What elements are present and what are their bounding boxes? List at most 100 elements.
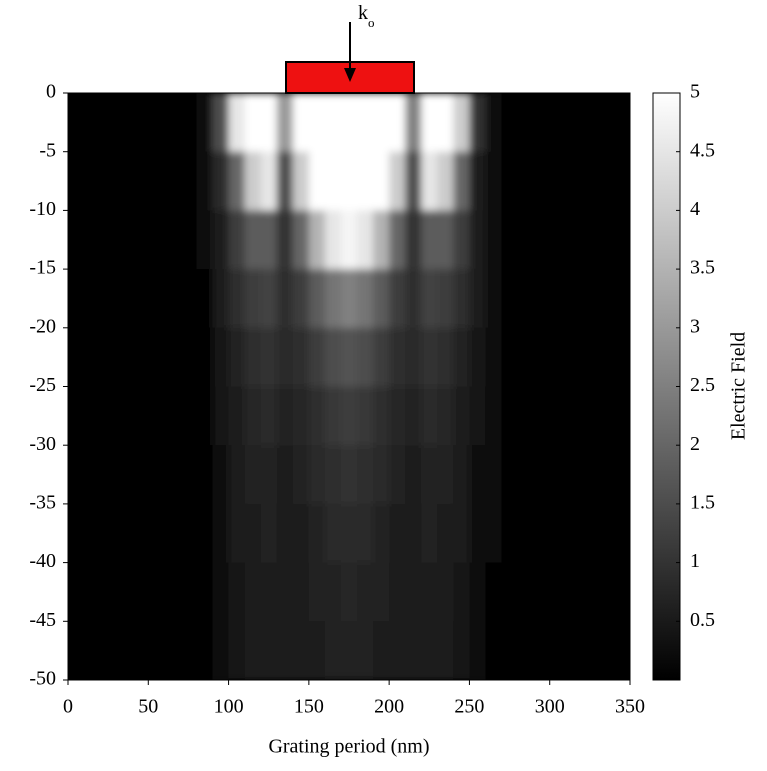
heatmap-cell — [613, 327, 630, 387]
heatmap-cell — [373, 503, 390, 564]
heatmap-cell — [100, 386, 117, 446]
heatmap-cell — [228, 93, 246, 153]
heatmap-cell — [389, 445, 406, 505]
heatmap-cell — [148, 621, 165, 680]
heatmap-cell — [324, 327, 342, 387]
heatmap-cell — [100, 151, 117, 211]
heatmap-cell — [469, 151, 486, 211]
heatmap-cell — [324, 269, 342, 329]
heatmap-cell — [100, 210, 117, 270]
heatmap-cell — [357, 445, 374, 505]
heatmap-cell — [613, 269, 630, 329]
heatmap-cell — [581, 151, 599, 211]
heatmap-cell — [100, 503, 117, 564]
colorbar-tick-label: 4.5 — [690, 139, 715, 161]
heatmap-cell — [501, 445, 519, 505]
heatmap-cell — [469, 621, 486, 680]
heatmap-cell — [276, 210, 294, 270]
heatmap-cell — [180, 210, 197, 270]
heatmap-cell — [469, 386, 486, 446]
heatmap-cell — [68, 269, 85, 329]
heatmap-cell — [148, 327, 165, 387]
heatmap-cell — [597, 210, 615, 270]
heatmap-cell — [212, 386, 230, 446]
heatmap-cell — [453, 327, 470, 387]
heatmap-cell — [405, 269, 422, 329]
heatmap-cell — [100, 93, 117, 153]
heatmap-cell — [421, 621, 438, 680]
heatmap-cell — [196, 151, 214, 211]
heatmap-cell — [517, 503, 535, 564]
heatmap-cell — [373, 621, 390, 680]
heatmap-cell — [116, 210, 133, 270]
heatmap-cell — [373, 445, 390, 505]
colorbar-tick-label: 0.5 — [690, 609, 715, 631]
heatmap-cell — [100, 621, 117, 680]
heatmap-cell — [308, 327, 326, 387]
heatmap-cell — [292, 327, 310, 387]
heatmap-cell — [116, 621, 133, 680]
heatmap-cell — [597, 503, 615, 564]
heatmap-cell — [389, 93, 406, 153]
annotation-subscript: o — [368, 15, 375, 30]
annotation: ko — [358, 2, 375, 30]
heatmap-cell — [340, 327, 358, 387]
heatmap-cell — [228, 210, 246, 270]
heatmap-cell — [469, 445, 486, 505]
heatmap-cell — [469, 93, 486, 153]
heatmap-cell — [244, 151, 262, 211]
heatmap-cell — [549, 621, 567, 680]
heatmap-cell — [196, 93, 214, 153]
heatmap-cell — [533, 503, 551, 564]
heatmap-cell — [68, 621, 85, 680]
heatmap-cell — [292, 210, 310, 270]
heatmap-cell — [308, 93, 326, 153]
heatmap-cell — [389, 503, 406, 564]
heatmap-cell — [517, 386, 535, 446]
heatmap-cell — [228, 327, 246, 387]
heatmap-cell — [357, 269, 374, 329]
heatmap-cell — [533, 151, 551, 211]
heatmap-cell — [68, 386, 85, 446]
heatmap-cell — [485, 93, 503, 153]
heatmap-cell — [292, 503, 310, 564]
heatmap-cell — [389, 386, 406, 446]
heatmap-cell — [68, 327, 85, 387]
heatmap-cell — [308, 210, 326, 270]
heatmap-cell — [100, 327, 117, 387]
heatmap-cell — [485, 445, 503, 505]
heatmap-cell — [212, 93, 230, 153]
heatmap-cell — [100, 562, 117, 622]
heatmap-cell — [597, 562, 615, 622]
heatmap-cell — [132, 151, 149, 211]
y-tick-label: -20 — [29, 315, 56, 337]
heatmap-cell — [164, 327, 181, 387]
colorbar-tick-label: 2.5 — [690, 374, 715, 396]
heatmap-cell — [549, 210, 567, 270]
heatmap-cell — [517, 327, 535, 387]
heatmap-cell — [453, 386, 470, 446]
heatmap-cell — [485, 562, 503, 622]
heatmap-cell — [437, 93, 454, 153]
heatmap-cell — [324, 503, 342, 564]
heatmap-cell — [437, 210, 454, 270]
heatmap-cell — [196, 562, 214, 622]
heatmap-cell — [389, 621, 406, 680]
heatmap-cell — [212, 621, 230, 680]
x-tick-label: 0 — [63, 696, 73, 718]
heatmap-cell — [116, 503, 133, 564]
colorbar-tick-label: 2 — [690, 433, 700, 455]
heatmap-cell — [501, 269, 519, 329]
heatmap-cell — [533, 93, 551, 153]
heatmap-cell — [84, 151, 101, 211]
colorbar-tick-label: 1.5 — [690, 491, 715, 513]
heatmap-cell — [84, 445, 101, 505]
heatmap-cell — [437, 327, 454, 387]
heatmap-cell — [389, 327, 406, 387]
heatmap-cell — [485, 327, 503, 387]
heatmap-cell — [421, 503, 438, 564]
heatmap-cell — [340, 210, 358, 270]
heatmap-cell — [405, 503, 422, 564]
heatmap-cell — [292, 151, 310, 211]
